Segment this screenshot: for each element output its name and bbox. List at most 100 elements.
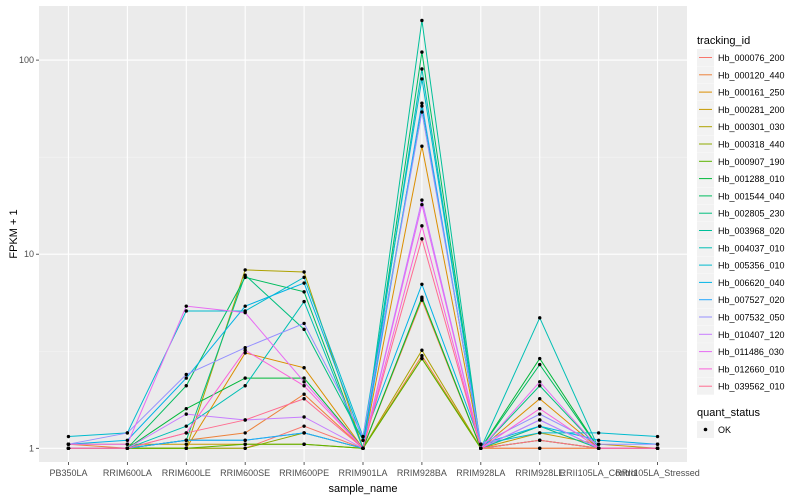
data-point [596,442,601,446]
x-tick-label: RRIM600LE [162,468,211,478]
data-point [184,376,188,380]
y-tick-label: 1 [29,443,34,453]
data-point [243,345,247,350]
x-tick-label: RRIM600LA [103,468,152,478]
data-point [420,224,424,228]
legend-label: Hb_007532_050 [718,313,785,323]
legend-label: Hb_011486_030 [718,347,784,357]
data-point [420,353,424,358]
data-point [420,110,424,114]
legend-label: Hb_000907_190 [718,157,785,167]
data-point [184,442,188,446]
data-point [420,282,424,286]
data-point [184,431,188,435]
data-point [302,442,306,446]
legend-label: Hb_010407_120 [718,330,785,340]
data-point [243,310,247,315]
legend-label: Hb_000161_250 [718,88,785,98]
data-point [302,384,306,388]
data-point [538,438,542,442]
status-legend-point [703,427,708,432]
data-point [302,327,306,332]
quant-status-legend: quant_status OK [697,407,760,438]
legend-label: Hb_000301_030 [718,122,785,132]
data-point [302,321,306,326]
data-point [243,348,247,352]
x-tick-label: RRIM901LA [338,468,387,478]
legend-title: tracking_id [697,35,750,47]
data-point [243,446,247,450]
data-point [184,372,188,377]
data-point [538,412,542,416]
data-point [302,376,306,380]
data-point [538,397,542,401]
data-point [596,446,601,450]
data-point [420,101,424,105]
status-legend-label: OK [718,425,731,435]
data-point [243,431,247,435]
data-point [538,431,542,435]
data-point [66,442,71,446]
legend-label: Hb_005356_010 [718,261,785,271]
x-tick-label: RRIM928LA [456,468,505,478]
data-point [243,438,247,442]
x-tick-label: RRIM600PE [279,468,329,478]
data-point [243,268,247,272]
data-point [538,406,542,411]
data-points [66,18,660,450]
data-point [184,304,188,308]
data-point [538,316,542,320]
x-tick-label: RRII105LA_Stressed [615,468,700,478]
data-point [302,275,306,280]
data-point [184,406,188,411]
data-point [420,77,424,81]
legend-label: Hb_006620_040 [718,278,785,288]
legend-label: Hb_000318_440 [718,140,785,150]
data-point [302,299,306,304]
data-point [302,270,306,274]
data-point [243,351,247,355]
data-point [655,446,660,450]
data-point [596,431,601,435]
data-point [420,198,424,202]
data-point [302,366,306,370]
data-point [538,384,542,388]
data-point [302,397,306,401]
data-point [420,202,424,207]
legend-label: Hb_002805_230 [718,209,785,219]
data-point [420,348,424,352]
data-point [420,295,424,299]
x-tick-label: RRIM600SE [220,468,270,478]
legend-label: Hb_004037_010 [718,243,785,253]
data-point [479,446,483,450]
x-tick-label: RRII105LA_Control [560,468,638,478]
x-tick-label: PB350LA [49,468,87,478]
data-point [66,434,71,439]
data-point [302,424,306,428]
legend-label: Hb_000281_200 [718,105,785,115]
data-point [420,18,424,23]
data-point [538,380,542,384]
legend-label: Hb_000120_440 [718,70,785,80]
legend-label: Hb_003968_020 [718,226,785,236]
data-point [538,356,542,361]
data-point [184,446,188,450]
data-point [243,376,247,380]
data-point [184,309,188,313]
data-point [243,418,247,422]
data-point [596,438,601,442]
data-point [420,104,424,108]
data-point [125,431,130,435]
y-tick-label: 100 [19,55,34,65]
data-point [184,438,188,442]
data-point [302,415,306,419]
data-point [243,304,247,308]
data-point [420,356,424,361]
data-point [420,144,424,148]
data-point [302,431,306,435]
legend-label: Hb_012660_010 [718,364,785,374]
data-point [125,446,130,450]
legend-label: Hb_001288_010 [718,174,785,184]
